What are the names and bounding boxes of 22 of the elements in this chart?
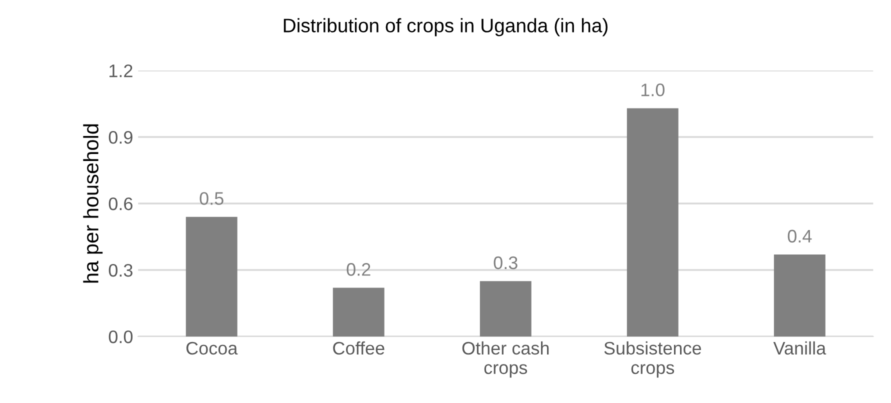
data-label: 1.0 <box>641 84 664 96</box>
y-tick-label: 0.9 <box>108 130 132 144</box>
bar <box>626 108 678 337</box>
x-tick-label: Vanilla <box>773 341 826 355</box>
chart-title: Distribution of crops in Uganda (in ha) <box>284 18 608 36</box>
x-tick-label: Other cash crops <box>462 341 549 378</box>
y-tick-label: 1.2 <box>110 64 132 78</box>
x-tick-label: Cocoa <box>186 342 238 355</box>
x-tick-label: Subsistence crops <box>604 341 702 378</box>
data-label: 0.3 <box>494 256 518 270</box>
bar <box>480 281 532 337</box>
y-tick-label: 0.6 <box>108 197 132 210</box>
y-tick-label: 0.3 <box>108 264 132 277</box>
data-label: 0.4 <box>788 230 812 243</box>
x-tick-label: Coffee <box>333 341 384 355</box>
bar <box>332 288 384 337</box>
y-tick-label: 0.0 <box>108 330 133 344</box>
data-label: 0.5 <box>200 192 224 205</box>
bar <box>774 254 826 337</box>
data-label: 0.2 <box>346 263 370 276</box>
y-axis-title: ha per household <box>83 124 103 283</box>
bar <box>186 216 238 337</box>
